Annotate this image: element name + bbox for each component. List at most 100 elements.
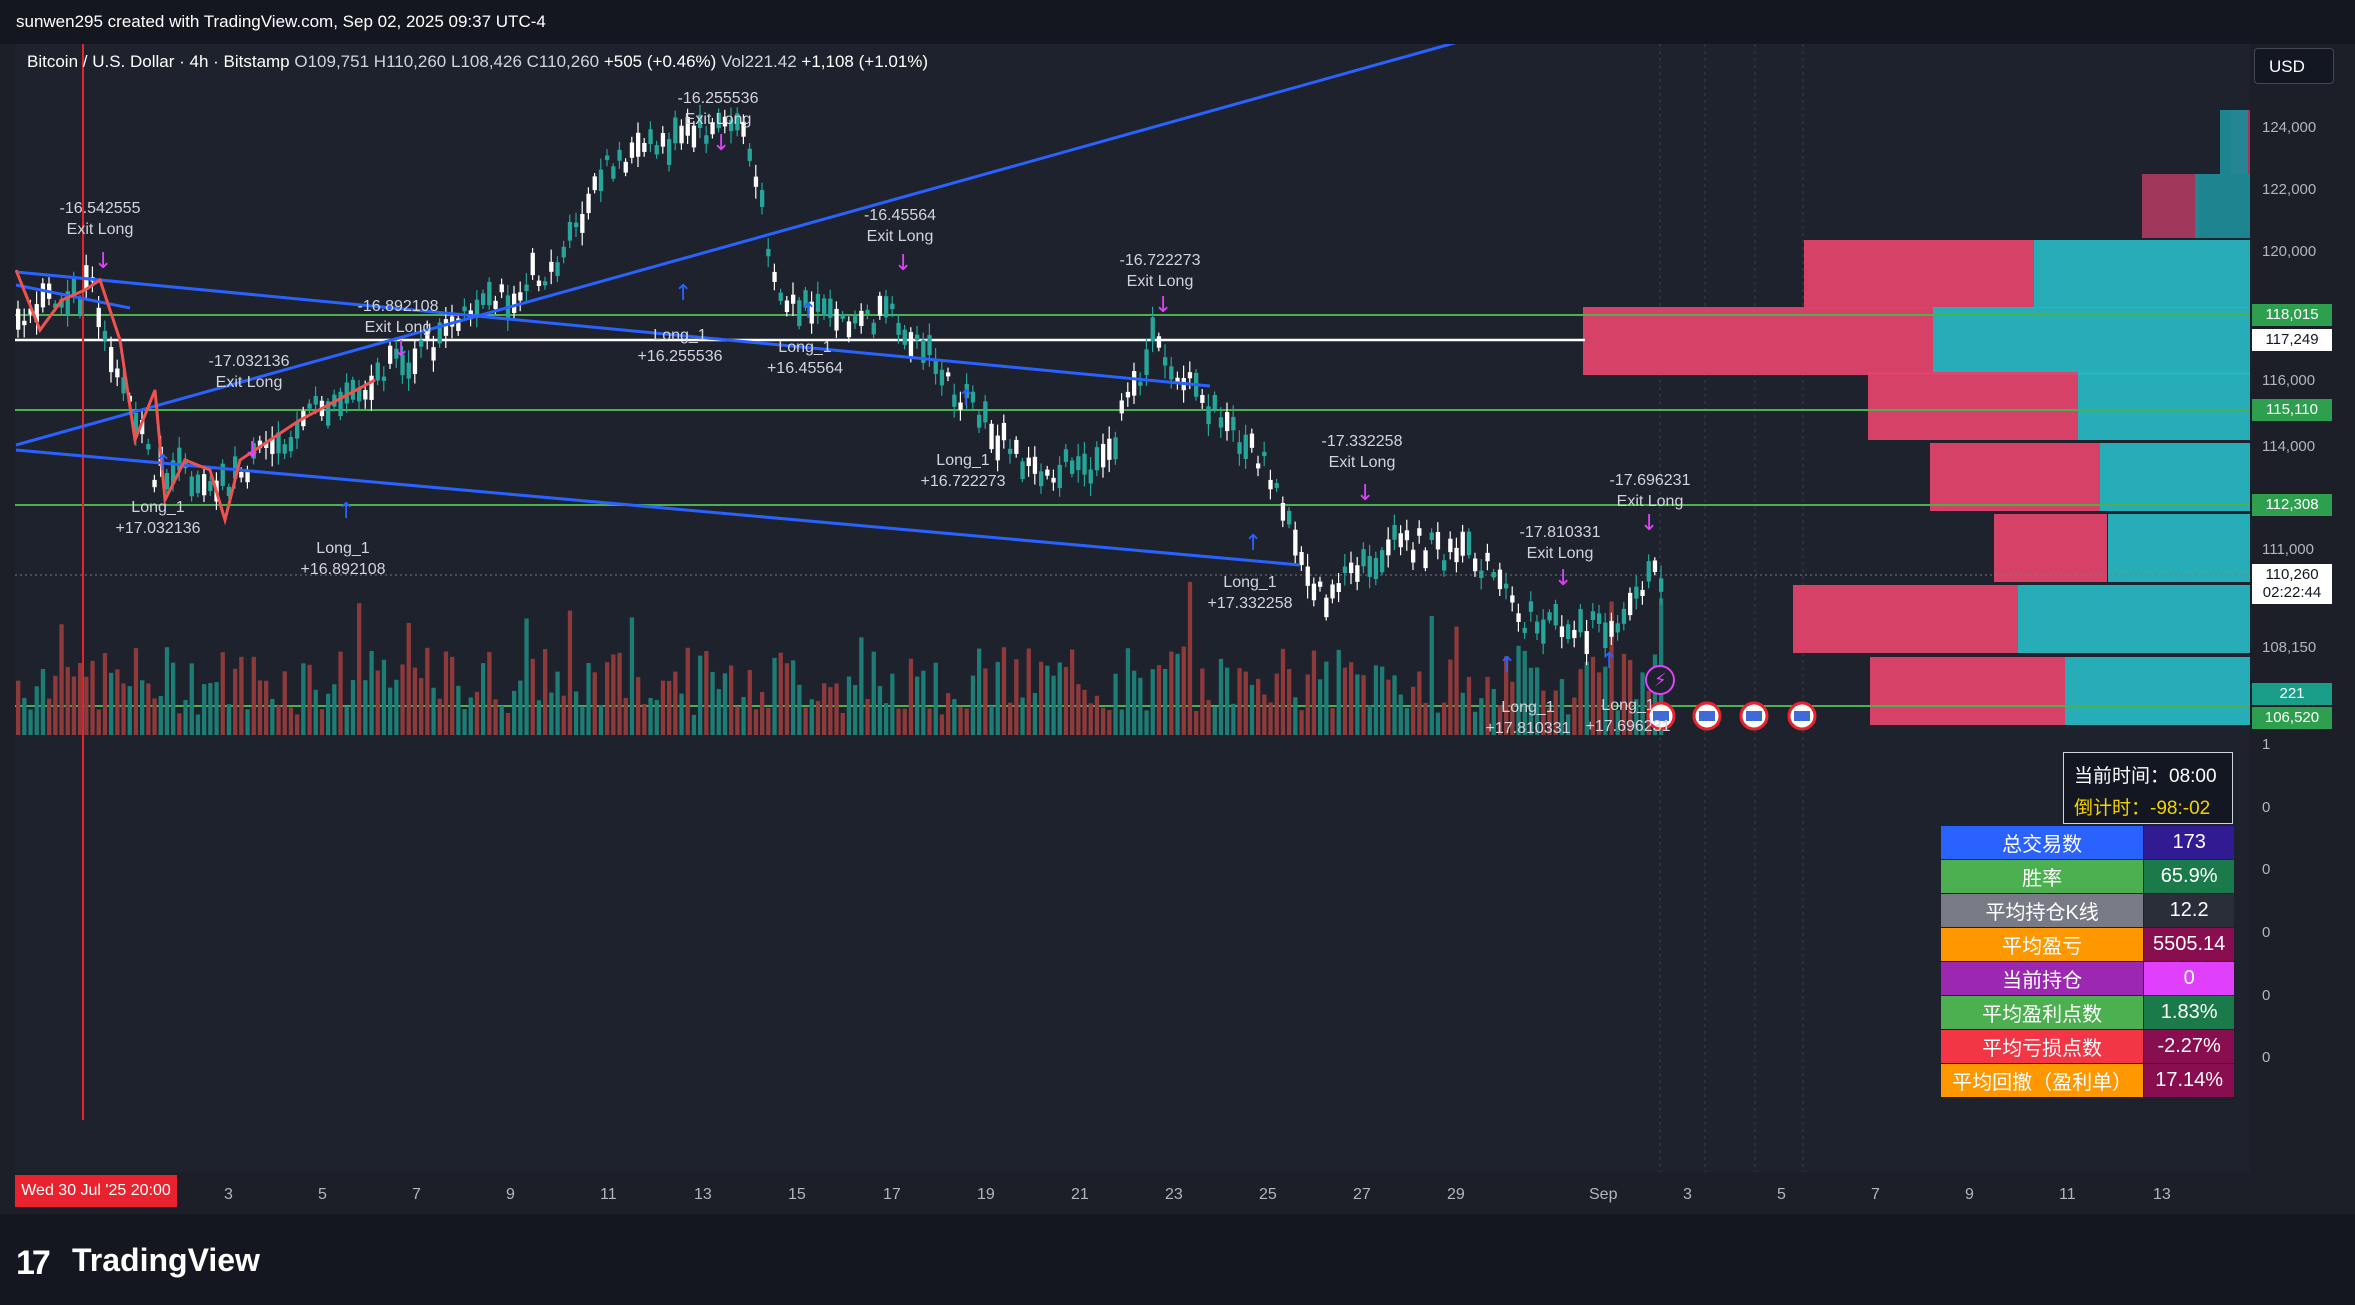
candle-body <box>1026 457 1031 467</box>
candle-body <box>375 362 380 381</box>
volume-bar <box>1070 649 1075 735</box>
time-axis-label: 15 <box>788 1186 806 1203</box>
candle-body <box>1516 613 1521 622</box>
candle-body <box>1225 412 1230 432</box>
candle-body <box>1609 620 1614 637</box>
volume-bar <box>915 676 920 735</box>
volume-profile-bar <box>2195 174 2250 238</box>
volume-bar <box>1237 668 1242 735</box>
annotation-line: Exit Long <box>215 374 283 391</box>
candle-body <box>952 394 957 407</box>
volume-bar <box>791 660 796 735</box>
volume-bar <box>704 651 709 735</box>
volume-bar <box>1491 688 1496 735</box>
volume-bar <box>1268 702 1273 735</box>
candle-body <box>276 432 281 454</box>
candle-body <box>1491 572 1496 578</box>
candle-body <box>1051 477 1056 483</box>
candle-body <box>1473 558 1478 572</box>
candle-body <box>344 382 349 404</box>
volume-bar <box>1435 712 1441 735</box>
volume-bar <box>747 669 752 735</box>
candle-body <box>1311 583 1317 601</box>
candle-body <box>109 347 114 373</box>
currency-button[interactable]: USD <box>2254 48 2334 84</box>
candle-body <box>592 176 597 191</box>
candle-body <box>1640 589 1645 596</box>
volume-bar <box>16 680 21 735</box>
candle-body <box>815 293 821 312</box>
candle-body <box>22 320 27 326</box>
candle-body <box>512 293 517 313</box>
price-axis-label: 0 <box>2262 924 2271 941</box>
stats-row: 平均持仓K线 12.2 <box>1939 893 2235 928</box>
volume-bar <box>487 651 492 735</box>
volume-bar <box>1640 672 1645 735</box>
candle-body <box>840 314 845 319</box>
volume-bar <box>1621 653 1627 735</box>
volume-bar <box>772 657 777 735</box>
volume-bar <box>363 680 368 735</box>
candle-body <box>747 148 752 161</box>
volume-bar <box>1175 653 1180 735</box>
candle-body <box>1101 443 1106 468</box>
volume-bar <box>698 655 703 735</box>
volume-bar <box>1262 694 1267 735</box>
volume-bar <box>673 671 678 735</box>
volume-bar <box>1398 694 1403 735</box>
candle-body <box>1132 371 1137 396</box>
trend-line-up <box>15 44 1457 447</box>
volume-bar <box>1200 668 1205 735</box>
annotation-line: Exit Long <box>1616 493 1684 510</box>
candle-body <box>1454 547 1459 563</box>
volume-bar <box>121 683 126 735</box>
time-axis[interactable] <box>15 1172 2250 1214</box>
volume-bar <box>1516 645 1521 735</box>
volume-bar <box>133 648 139 735</box>
volume-bar <box>1318 679 1323 735</box>
candle-body <box>543 281 548 286</box>
time-axis-label: 9 <box>1965 1186 1974 1203</box>
candle-body <box>431 347 436 361</box>
price-axis-label: 116,000 <box>2262 372 2316 389</box>
volume-bar <box>1504 656 1509 735</box>
price-axis[interactable] <box>2250 90 2355 1172</box>
candle-body <box>1063 449 1069 462</box>
candle-body <box>691 125 697 148</box>
symbol-legend[interactable]: Bitcoin / U.S. Dollar · 4h · Bitstamp O1… <box>27 52 928 72</box>
volume-bar <box>1479 698 1484 735</box>
candle-body <box>1336 583 1341 592</box>
volume-bar <box>419 678 424 735</box>
volume-bar <box>1404 708 1410 735</box>
volume-profile-bar <box>1793 585 2018 653</box>
candle-body <box>443 319 449 336</box>
volume-bar <box>598 705 604 735</box>
volume-bar <box>158 696 163 735</box>
chart-area[interactable]: ↓ ↑ ↓ ↑ ↓ ↑ ↓ ↑ ↓ ↑ ↓ ↑ ↓ ↓ ↑ ↓ ↑ ⚡ <box>15 44 2250 1172</box>
volume-bar <box>47 698 52 735</box>
stats-value: 65.9% <box>2143 859 2235 894</box>
annotation-line: +16.892108 <box>300 561 386 578</box>
volume-bar <box>1417 671 1422 735</box>
price-axis-label: 0 <box>2262 799 2271 816</box>
volume-bar <box>871 651 876 735</box>
volume-bar <box>369 650 374 735</box>
candle-body <box>208 481 213 492</box>
volume-profile-bar <box>1804 240 2034 308</box>
volume-profile-bar <box>2220 110 2248 174</box>
time-panel: 当前时间：08:00 倒计时：-98:-02 <box>2063 752 2233 824</box>
volume-bar <box>78 662 83 735</box>
price-tag: 221 <box>2252 683 2332 705</box>
volume-bar <box>1008 702 1013 735</box>
candle-body <box>791 294 796 304</box>
trade-annotation: Long_1 +16.722273 <box>921 450 1006 492</box>
candle-body <box>977 414 982 428</box>
price-chart[interactable]: ↓ ↑ ↓ ↑ ↓ ↑ ↓ ↑ ↓ ↑ ↓ ↑ ↓ ↓ ↑ ↓ ↑ ⚡ <box>15 44 2250 1172</box>
volume-bar <box>1293 697 1298 735</box>
volume-bar <box>512 690 517 735</box>
countdown-text: 倒计时：-98:-02 <box>2074 798 2211 819</box>
volume-bar <box>1256 678 1261 735</box>
candle-body <box>704 135 709 144</box>
volume-profile-bar <box>1583 307 1933 375</box>
volume-bar <box>388 687 393 735</box>
